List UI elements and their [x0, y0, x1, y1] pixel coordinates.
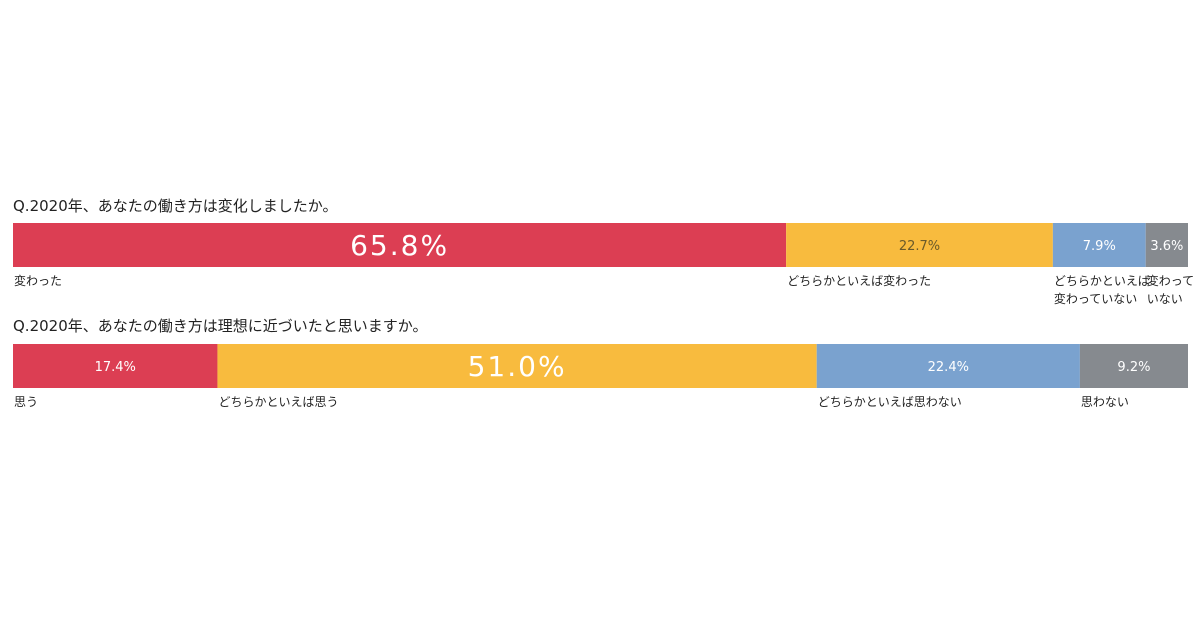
value-label: 65.8%: [350, 229, 449, 262]
bar-segment: [1145, 223, 1188, 267]
bar-segment: [217, 344, 817, 388]
category-label: 変わっていない: [1054, 291, 1137, 306]
bar-segment: [13, 223, 787, 267]
question-2-title: Q.2020年、あなたの働き方は理想に近づいたと思いますか。: [13, 317, 427, 335]
category-label: どちらかといえば思う: [218, 395, 338, 409]
bar-segment: [13, 344, 218, 388]
value-label: 51.0%: [468, 350, 567, 383]
value-label: 22.4%: [928, 360, 969, 375]
value-label: 17.4%: [95, 360, 136, 375]
category-label: どちらかといえば思わない: [818, 395, 962, 409]
bar-question-2: 17.4% 思う 51.0% どちらかといえば思う 22.4% どちらかといえば思わない 9…: [13, 344, 1188, 409]
bar-segment: [816, 344, 1080, 388]
bar-segment: [1079, 344, 1188, 388]
value-label: 3.6%: [1150, 239, 1183, 254]
category-label: 思う: [14, 395, 38, 409]
category-label: 思わない: [1081, 395, 1129, 409]
value-label: 7.9%: [1083, 239, 1116, 254]
bar-question-1: 65.8% 変わった 22.7% どちらかといえば変わった 7.9% どちらかといえば変わ…: [13, 223, 1194, 306]
category-label: どちらかといえば: [1054, 274, 1150, 288]
bar-segment: [1052, 223, 1146, 267]
category-label: どちらかといえば変わった: [787, 273, 931, 288]
bar-segment: [786, 223, 1053, 267]
category-label: 変わって: [1147, 273, 1194, 288]
category-label: 変わった: [14, 273, 62, 288]
question-1-title: Q.2020年、あなたの働き方は変化しましたか。: [13, 197, 337, 215]
value-label: 22.7%: [899, 239, 940, 254]
category-label: いない: [1147, 292, 1183, 306]
value-label: 9.2%: [1117, 360, 1150, 375]
